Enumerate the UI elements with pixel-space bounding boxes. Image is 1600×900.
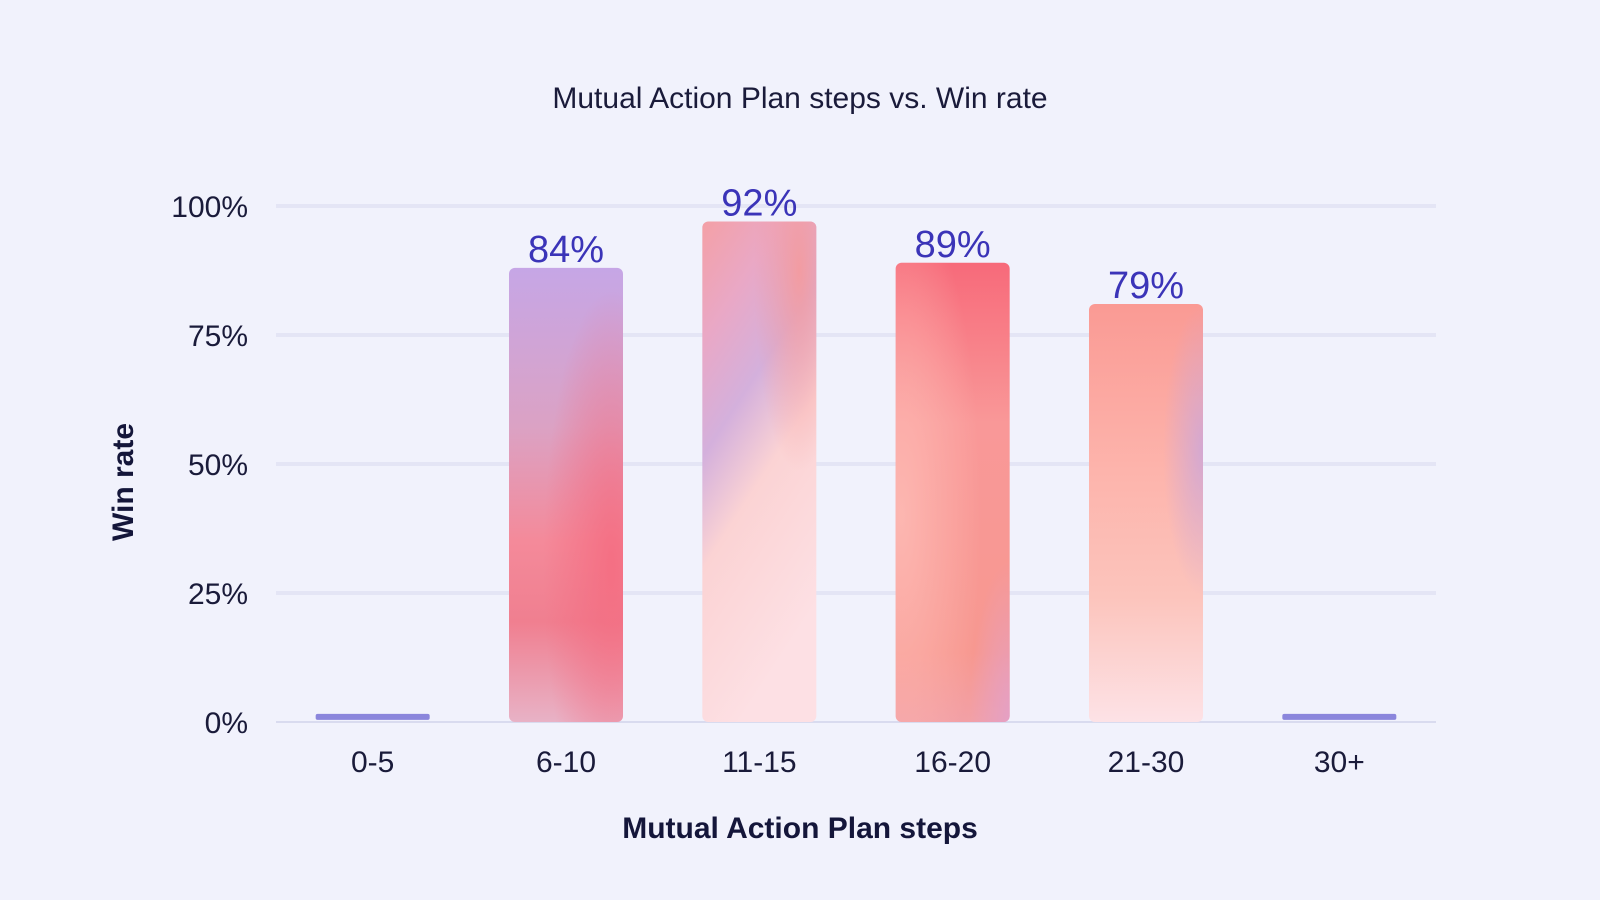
- bar-fill: [509, 267, 623, 722]
- x-axis-label: Mutual Action Plan steps: [622, 812, 978, 845]
- bar-16-20: [895, 262, 1010, 722]
- y-axis-ticks: 0% 25% 50% 75% 100%: [171, 191, 248, 740]
- data-label: 84%: [528, 229, 604, 271]
- bar-21-30: [1089, 304, 1203, 722]
- bar-fill: [1282, 713, 1397, 720]
- x-tick-label: 11-15: [722, 746, 797, 779]
- y-tick-label: 75%: [188, 320, 248, 353]
- x-tick-label: 21-30: [1108, 746, 1185, 779]
- bar-6-10: [509, 267, 623, 722]
- bar-0-5: [315, 713, 430, 720]
- bar-11-15: [702, 221, 817, 723]
- bar-fill: [1089, 304, 1203, 722]
- bar-fill: [315, 713, 430, 720]
- y-tick-label: 50%: [188, 449, 248, 482]
- bar-fill: [895, 262, 1010, 722]
- x-tick-label: 6-10: [536, 746, 596, 779]
- chart-title: Mutual Action Plan steps vs. Win rate: [552, 82, 1047, 115]
- bars: [315, 221, 1397, 723]
- y-tick-label: 0%: [205, 707, 248, 740]
- y-tick-label: 100%: [171, 191, 248, 224]
- x-tick-label: 0-5: [351, 746, 394, 779]
- x-tick-label: 30+: [1314, 746, 1365, 779]
- x-axis-ticks: 0-5 6-10 11-15 16-20 21-30 30+: [351, 746, 1365, 779]
- gridlines: [276, 204, 1436, 723]
- bar-30+: [1282, 713, 1397, 720]
- y-axis-label: Win rate: [107, 423, 140, 541]
- x-tick-label: 16-20: [914, 746, 991, 779]
- y-tick-label: 25%: [188, 578, 248, 611]
- bar-fill: [702, 221, 817, 723]
- data-label: 79%: [1108, 265, 1184, 307]
- data-labels: 84% 92% 89% 79%: [528, 182, 1184, 307]
- data-label: 92%: [721, 182, 797, 224]
- data-label: 89%: [915, 224, 991, 266]
